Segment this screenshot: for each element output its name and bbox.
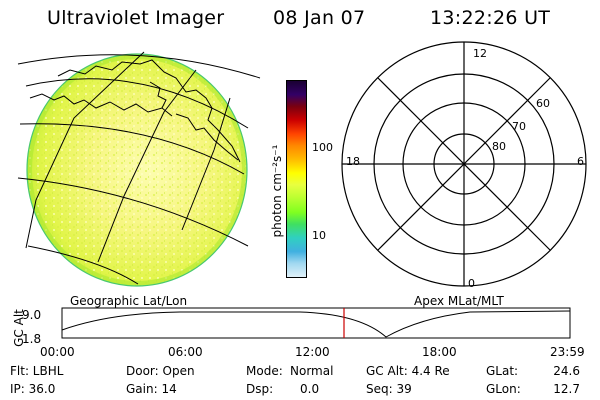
ip-info: IP: 36.0 <box>10 382 56 396</box>
dsp-label: Dsp: <box>246 382 274 396</box>
apex-panel-label: Apex MLat/MLT <box>414 294 504 308</box>
x-tick-2: 12:00 <box>295 345 330 359</box>
altitude-curve <box>61 310 571 338</box>
mlt-label-12: 12 <box>473 47 487 60</box>
seq-info: Seq: 39 <box>366 382 412 396</box>
colorbar <box>286 80 307 278</box>
coastline <box>149 81 167 109</box>
coastline <box>29 93 173 117</box>
gain-info: Gain: 14 <box>126 382 177 396</box>
earth-disc-outline <box>26 53 248 287</box>
app-title: Ultraviolet Imager <box>47 7 225 29</box>
gcalt-info: GC Alt: 4.4 Re <box>366 364 450 378</box>
dsp-value: 0.0 <box>300 382 320 396</box>
colorbar-tick-100: 100 <box>312 141 333 154</box>
coastline <box>175 113 239 161</box>
mlt-label-0: 0 <box>468 277 475 290</box>
glon-value: 12.7 <box>553 382 580 396</box>
timeline-frame <box>61 307 571 339</box>
colorbar-tick-10: 10 <box>312 229 326 242</box>
lat-lon-grid <box>17 51 261 285</box>
x-tick-4: 23:59 <box>550 345 585 359</box>
mlt-label-6: 6 <box>577 155 584 168</box>
timeline-y-top: 9.0 <box>22 308 42 322</box>
mlt-label-18: 18 <box>346 155 360 168</box>
filter-info: Flt: LBHL <box>10 364 64 378</box>
mlat-label-70: 70 <box>512 120 526 133</box>
x-tick-3: 18:00 <box>422 345 457 359</box>
glat-value: 24.6 <box>553 364 580 378</box>
mode-value: Normal <box>290 364 334 378</box>
colorbar-gradient <box>287 81 306 277</box>
date-label: 08 Jan 07 <box>273 7 366 29</box>
mlat-label-80: 80 <box>492 140 506 153</box>
x-tick-1: 06:00 <box>168 345 203 359</box>
time-label: 13:22:26 UT <box>430 7 551 29</box>
geographic-panel-label: Geographic Lat/Lon <box>70 294 188 308</box>
mode-label: Mode: <box>246 364 283 378</box>
x-tick-0: 00:00 <box>40 345 75 359</box>
glon-label: GLon: <box>486 382 521 396</box>
timeline-y-bottom: 1.8 <box>22 332 42 346</box>
door-info: Door: Open <box>126 364 195 378</box>
glat-label: GLat: <box>486 364 519 378</box>
mlat-label-60: 60 <box>536 97 550 110</box>
coastline <box>57 59 241 163</box>
